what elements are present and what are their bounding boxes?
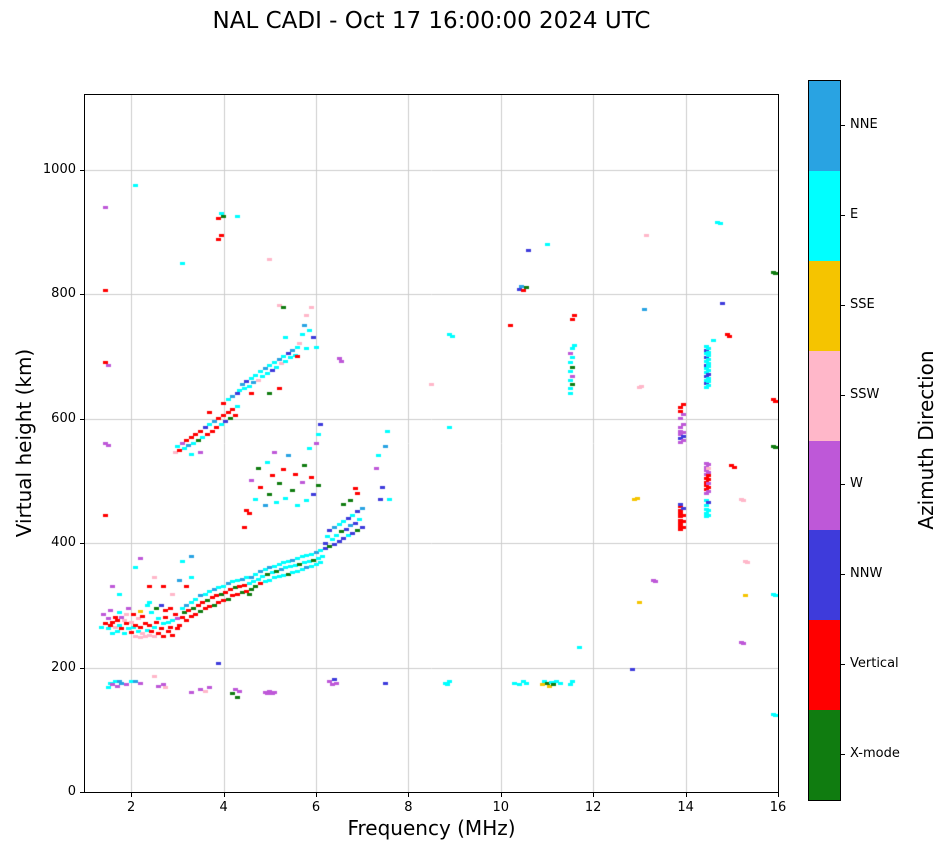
x-tick-label: 14 — [677, 800, 694, 815]
y-axis-label: Virtual height (km) — [12, 348, 36, 538]
colorbar-category-label: X-mode — [850, 746, 900, 762]
colorbar-segment-w — [809, 440, 840, 531]
colorbar-segment-e — [809, 170, 840, 261]
x-tick-label: 2 — [127, 800, 136, 815]
colorbar-segment-vertical — [809, 620, 840, 711]
y-tick-mark — [80, 543, 84, 544]
colorbar-category-label: E — [850, 206, 859, 222]
x-tick-label: 12 — [584, 800, 602, 815]
colorbar-segment-sse — [809, 260, 840, 351]
azimuth-colorbar — [808, 80, 841, 801]
colorbar-tick-mark — [840, 305, 845, 306]
colorbar-tick-mark — [840, 754, 845, 755]
x-tick-mark — [224, 793, 225, 797]
x-tick-label: 8 — [404, 800, 413, 815]
y-tick-mark — [80, 170, 84, 171]
colorbar-segment-nne — [809, 81, 840, 171]
colorbar-category-label: Vertical — [850, 656, 899, 672]
colorbar-category-label: NNE — [850, 116, 878, 132]
colorbar-segment-x-mode — [809, 710, 840, 800]
y-tick-mark — [80, 294, 84, 295]
colorbar-tick-mark — [840, 125, 845, 126]
x-tick-mark — [778, 793, 779, 797]
colorbar-segment-nnw — [809, 530, 840, 621]
ionogram-scatter-canvas — [85, 95, 778, 792]
x-tick-mark — [316, 793, 317, 797]
y-tick-label: 800 — [51, 286, 76, 302]
x-tick-label: 4 — [219, 800, 228, 815]
colorbar-title: Azimuth Direction — [914, 350, 938, 530]
y-tick-label: 1000 — [42, 161, 76, 177]
y-tick-label: 600 — [51, 410, 76, 426]
y-tick-mark — [80, 419, 84, 420]
colorbar-tick-mark — [840, 664, 845, 665]
y-tick-label: 200 — [51, 659, 76, 675]
colorbar-tick-mark — [840, 215, 845, 216]
x-tick-mark — [408, 793, 409, 797]
y-tick-mark — [80, 792, 84, 793]
x-tick-mark — [686, 793, 687, 797]
x-axis-label: Frequency (MHz) — [347, 816, 516, 840]
x-tick-mark — [131, 793, 132, 797]
y-tick-label: 0 — [67, 784, 76, 799]
y-tick-mark — [80, 668, 84, 669]
colorbar-tick-mark — [840, 574, 845, 575]
plot-area — [84, 94, 779, 793]
x-tick-mark — [501, 793, 502, 797]
chart-title: NAL CADI - Oct 17 16:00:00 2024 UTC — [212, 8, 651, 34]
colorbar-tick-mark — [840, 395, 845, 396]
colorbar-category-label: NNW — [850, 566, 883, 582]
x-tick-label: 6 — [311, 800, 321, 815]
colorbar-category-label: SSW — [850, 386, 880, 402]
x-tick-mark — [593, 793, 594, 797]
x-tick-label: 10 — [492, 800, 510, 815]
y-tick-label: 400 — [51, 535, 76, 551]
colorbar-category-label: SSE — [850, 296, 875, 312]
x-tick-label: 16 — [769, 800, 787, 815]
colorbar-tick-mark — [840, 484, 845, 485]
colorbar-category-label: W — [850, 476, 863, 492]
colorbar-segment-ssw — [809, 350, 840, 441]
